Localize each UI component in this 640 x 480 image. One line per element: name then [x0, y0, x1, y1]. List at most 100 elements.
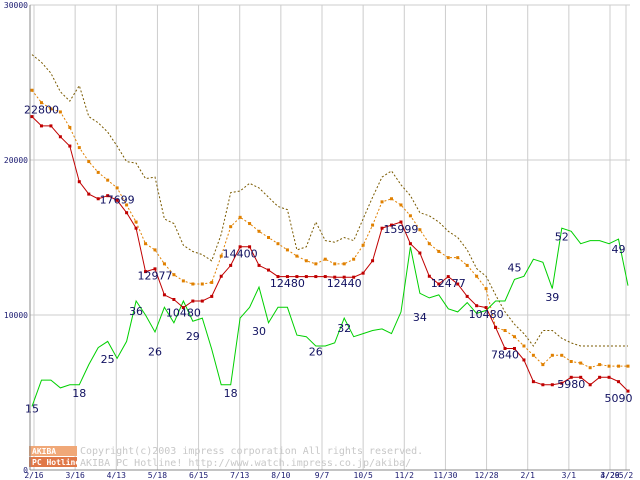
- data-point: [77, 146, 81, 150]
- y-tick-label: 10000: [4, 311, 28, 320]
- data-point: [323, 275, 327, 279]
- axes: [29, 5, 630, 471]
- data-point: [285, 275, 289, 279]
- x-tick-label: 5/18: [148, 471, 167, 480]
- data-point: [503, 346, 507, 350]
- data-label: 12440: [327, 277, 362, 290]
- data-label: 12480: [270, 277, 305, 290]
- data-point: [30, 88, 34, 92]
- data-point: [352, 257, 356, 261]
- data-point: [115, 186, 119, 190]
- data-label: 7840: [491, 348, 519, 361]
- data-point: [418, 228, 422, 232]
- data-labels: 22800 17699 12977 10480 14400 12480 12440 15999…: [24, 104, 633, 416]
- x-tick-label: 7/13: [230, 471, 249, 480]
- data-point: [503, 329, 507, 332]
- data-point: [200, 282, 204, 286]
- data-point: [210, 280, 214, 284]
- data-point: [626, 364, 630, 368]
- data-point: [172, 298, 176, 301]
- data-point: [58, 135, 62, 139]
- data-point: [408, 242, 412, 246]
- data-point: [408, 214, 412, 218]
- data-point: [257, 263, 261, 267]
- data-label: 12977: [137, 269, 172, 282]
- data-point: [399, 203, 403, 207]
- data-point: [257, 229, 261, 233]
- data-point: [172, 273, 176, 277]
- data-label: 18: [224, 387, 238, 400]
- data-label: 30: [252, 325, 266, 338]
- series-line-1: [31, 89, 628, 369]
- data-label: 52: [555, 231, 569, 244]
- data-point: [39, 101, 43, 105]
- data-point: [607, 364, 611, 368]
- data-point: [248, 245, 252, 249]
- data-point: [144, 242, 148, 246]
- data-point: [446, 275, 450, 279]
- data-point: [522, 344, 526, 348]
- data-label: 26: [309, 345, 323, 358]
- data-label: 5090: [605, 392, 633, 405]
- data-point: [210, 294, 214, 298]
- data-point: [361, 271, 365, 275]
- data-point: [229, 225, 233, 229]
- data-point: [181, 306, 185, 310]
- data-label: 10480: [469, 308, 504, 321]
- x-tick-label: 6/15: [189, 471, 208, 480]
- data-point: [49, 124, 53, 128]
- data-label: 15: [25, 403, 39, 416]
- data-point: [569, 375, 573, 379]
- x-tick-label: 8/10: [271, 471, 290, 480]
- data-point: [229, 263, 233, 267]
- data-point: [560, 381, 564, 385]
- data-point: [153, 267, 157, 271]
- x-tick-label: 11/30: [433, 471, 457, 480]
- data-point: [162, 293, 166, 297]
- data-point: [389, 197, 393, 201]
- x-axis-ticks: 2/16 3/16 4/13 5/18 6/15 7/13 8/10 9/7 10/5 11/2 1…: [24, 471, 633, 480]
- data-point: [58, 110, 62, 114]
- data-point: [569, 360, 573, 363]
- data-point: [380, 200, 384, 204]
- data-point: [418, 251, 422, 255]
- data-point: [437, 282, 441, 286]
- data-point: [389, 223, 393, 227]
- data-point: [380, 226, 384, 230]
- data-label: 26: [148, 345, 162, 358]
- data-point: [465, 263, 469, 267]
- data-point: [588, 366, 592, 370]
- data-point: [427, 242, 431, 246]
- data-label: 39: [545, 291, 559, 304]
- data-point: [248, 222, 252, 226]
- data-point: [106, 194, 110, 198]
- data-point: [352, 275, 356, 279]
- data-point: [598, 363, 602, 367]
- data-point: [125, 203, 129, 207]
- data-point: [541, 363, 545, 367]
- gridlines: [30, 4, 630, 471]
- copyright-watermark: AKIBA PC Hotline! Copyright(c)2003 impre…: [29, 446, 423, 469]
- data-point: [162, 262, 166, 266]
- y-tick-label: 20000: [4, 156, 28, 165]
- data-point: [314, 275, 318, 279]
- data-point: [531, 353, 535, 357]
- data-point: [484, 306, 488, 310]
- data-point: [465, 294, 469, 298]
- data-point: [68, 125, 72, 129]
- data-point: [238, 215, 242, 219]
- data-point: [512, 335, 516, 339]
- data-point: [475, 304, 479, 308]
- data-point: [437, 249, 441, 253]
- x-tick-label: 2/16: [24, 471, 43, 480]
- data-label: 29: [186, 330, 200, 343]
- x-tick-label: 3/29: [600, 471, 619, 480]
- data-point: [49, 107, 53, 111]
- data-point: [626, 389, 630, 393]
- x-tick-label: 3/1: [562, 471, 577, 480]
- data-label: 17699: [100, 193, 135, 206]
- x-tick-label: 4/13: [107, 471, 126, 480]
- data-point: [314, 262, 318, 266]
- series-line-2: [31, 54, 628, 347]
- data-label: 49: [612, 243, 626, 256]
